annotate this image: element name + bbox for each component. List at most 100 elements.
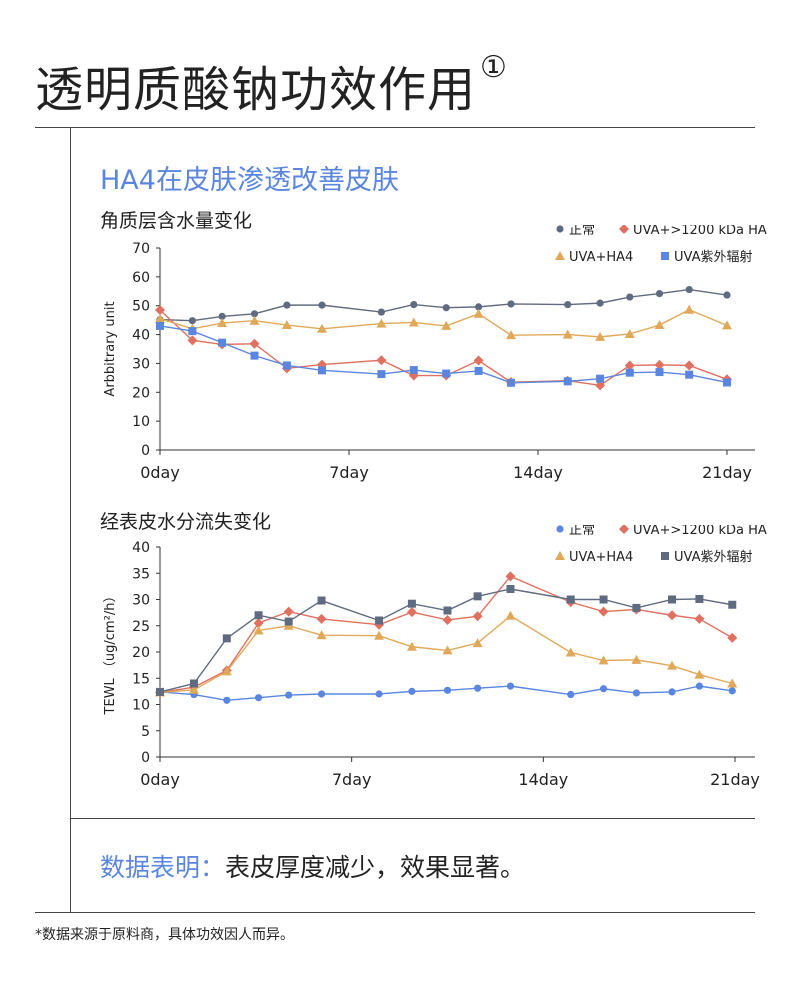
chart-1: 0 10 20 30 40 50 60 70 0day 7day 14day 21day Arbbitr… <box>103 225 767 482</box>
series-line-2 <box>159 308 728 338</box>
y-tick-label: 60 <box>132 270 150 286</box>
data-point <box>406 641 417 651</box>
data-point <box>317 690 326 698</box>
data-point <box>598 655 609 665</box>
x-tick-label: 14day <box>518 770 568 789</box>
data-point <box>473 592 482 601</box>
legend-label: UVA+>1200 kDa HA <box>633 525 767 538</box>
data-point <box>156 321 164 330</box>
data-point <box>188 684 199 694</box>
data-point <box>281 320 292 330</box>
legend-label: UVA+HA4 <box>569 550 633 565</box>
data-point <box>250 351 259 360</box>
y-tick-label: 15 <box>132 671 150 687</box>
data-point <box>377 308 385 316</box>
y-tick-label: 40 <box>132 540 150 556</box>
data-point <box>631 654 642 664</box>
data-point <box>506 585 515 593</box>
data-point <box>218 338 227 347</box>
data-point <box>155 313 165 323</box>
legend-label: 正常 <box>569 225 595 238</box>
data-point <box>376 355 387 366</box>
data-point <box>410 300 418 309</box>
data-point <box>685 370 694 379</box>
data-point <box>249 338 260 349</box>
data-point <box>565 647 576 657</box>
data-point <box>723 378 731 387</box>
x-tick-label: 21day <box>702 463 752 482</box>
data-point <box>473 355 484 366</box>
section-subtitle: HA4在皮肤渗透改善皮肤 <box>100 165 399 196</box>
data-point <box>250 310 259 318</box>
data-point <box>472 611 483 622</box>
data-point <box>155 305 165 316</box>
legend-marker <box>619 225 629 234</box>
data-point <box>442 369 451 378</box>
data-point <box>189 679 198 688</box>
legend-marker <box>556 525 564 533</box>
series-line-3 <box>159 588 733 693</box>
data-point <box>473 308 484 318</box>
data-point <box>599 685 608 693</box>
chart-2: 0 5 10 15 20 25 30 35 40 0day 7day 14day 21day TEWL （… <box>103 525 767 789</box>
data-point <box>667 610 678 621</box>
data-point <box>187 335 198 346</box>
data-point <box>217 318 228 328</box>
conclusion-label: 数据表明： <box>100 853 226 882</box>
y-tick-label: 50 <box>132 299 150 315</box>
data-point <box>284 617 293 626</box>
title-mark: ① <box>480 50 508 85</box>
data-point <box>472 638 483 648</box>
data-point <box>655 368 664 377</box>
data-point <box>632 689 641 697</box>
data-point <box>684 304 695 314</box>
divider-left <box>70 127 71 913</box>
data-point <box>595 331 606 341</box>
data-point <box>506 682 515 690</box>
data-point <box>408 687 416 695</box>
legend-label: 正常 <box>569 525 595 538</box>
data-point <box>723 291 731 299</box>
data-point <box>625 368 634 377</box>
data-point <box>285 691 293 699</box>
data-point <box>722 320 732 330</box>
data-point <box>282 361 291 370</box>
legend-label: UVA+HA4 <box>569 250 633 265</box>
data-point <box>654 320 665 330</box>
data-point <box>685 285 693 294</box>
data-point <box>316 613 327 624</box>
data-point <box>684 360 695 371</box>
data-point <box>474 366 483 375</box>
data-point <box>253 618 264 629</box>
data-point <box>626 293 634 301</box>
data-point <box>218 312 226 320</box>
data-point <box>695 594 704 603</box>
y-tick-label: 40 <box>132 328 150 344</box>
y-tick-label: 10 <box>132 698 150 714</box>
legend-label: UVA紫外辐射 <box>674 249 752 265</box>
data-point <box>599 595 608 604</box>
conclusion-text: 表皮厚度减少，效果显著。 <box>225 853 526 882</box>
data-point <box>406 607 417 618</box>
divider-bottom <box>35 912 755 913</box>
data-point <box>409 366 418 375</box>
legend-label: UVA+>1200 kDa HA <box>633 225 767 238</box>
data-point <box>727 678 738 688</box>
data-point <box>442 614 453 625</box>
x-tick-label: 14day <box>513 463 563 482</box>
data-point <box>407 599 416 608</box>
data-point <box>694 613 705 624</box>
data-point <box>595 380 606 391</box>
data-point <box>254 694 263 702</box>
data-point <box>443 606 452 615</box>
data-point <box>222 634 231 643</box>
data-point <box>475 303 483 311</box>
data-point <box>505 571 516 582</box>
data-point <box>564 300 572 309</box>
y-tick-label: 20 <box>132 385 150 401</box>
data-point <box>375 690 383 698</box>
y-tick-label: 35 <box>132 566 150 582</box>
data-point <box>441 320 452 330</box>
y-tick-label: 70 <box>132 241 150 257</box>
